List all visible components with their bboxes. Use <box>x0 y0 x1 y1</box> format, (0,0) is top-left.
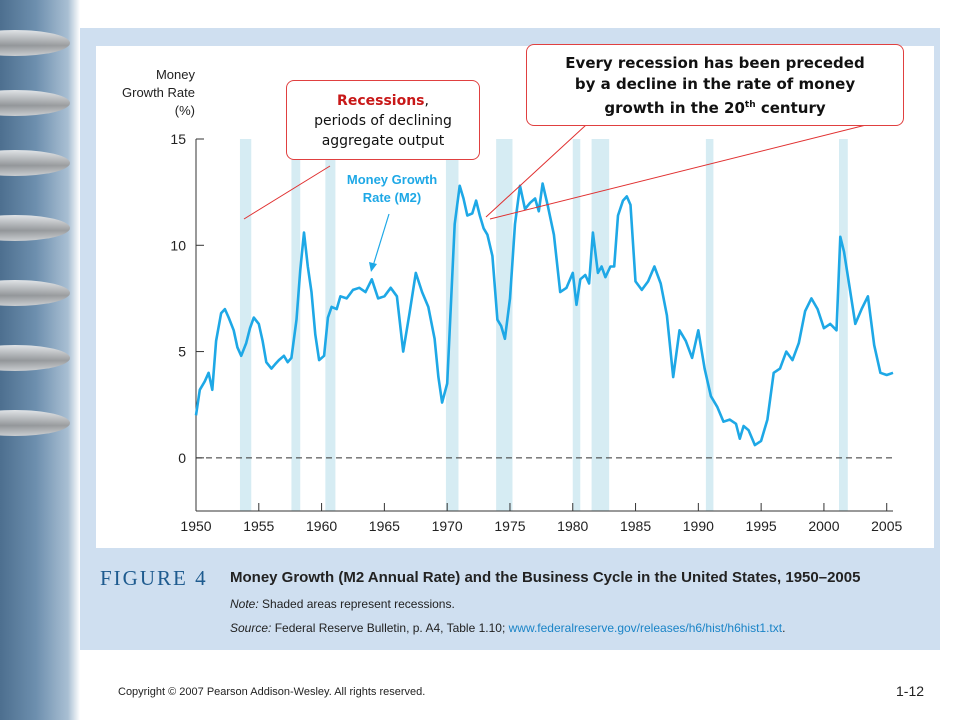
x-tick-label-2000: 2000 <box>808 518 839 534</box>
callout-line-right-2 <box>489 124 867 220</box>
series-layer <box>194 182 894 447</box>
figure-title: Money Growth (M2 Annual Rate) and the Bu… <box>230 569 861 586</box>
y-tick-label-15: 15 <box>170 131 186 147</box>
axis-labels: 0 5 10 15 1950 1955 1960 1965 1970 1975 1980 1985 19… <box>170 131 902 534</box>
callout-line-left <box>243 165 331 220</box>
source-end: . <box>782 621 786 635</box>
figure-source: Source: Federal Reserve Bulletin, p. A4,… <box>230 621 785 635</box>
series-label-line1: Money Growth <box>347 172 437 187</box>
y-tick-label-5: 5 <box>178 344 186 360</box>
slide-number: 1-12 <box>896 683 925 699</box>
recessions-def-line3: aggregate output <box>321 133 445 149</box>
recessions-term: Recessions <box>337 93 425 109</box>
recession-band-3 <box>325 139 336 511</box>
recession-band-5 <box>496 139 513 511</box>
annotation-right-line2: by a decline in the rate of money <box>574 75 856 93</box>
note-label: Note: <box>230 597 259 611</box>
recession-preceded-annotation: Every recession has been preceded by a d… <box>526 44 904 126</box>
figure-label: FIGURE 4 <box>100 566 208 590</box>
note-text: Shaded areas represent recessions. <box>258 597 455 611</box>
recession-band-4 <box>445 139 459 511</box>
recession-band-8 <box>705 139 714 511</box>
annotation-right-sup: th <box>744 100 756 110</box>
source-url-link[interactable]: www.federalreserve.gov/releases/h6/hist/… <box>508 621 783 635</box>
y-tick-label-10: 10 <box>170 237 186 253</box>
coin-stack-decoration <box>0 0 80 720</box>
copyright-text: Copyright © 2007 Pearson Addison-Wesley.… <box>118 686 426 698</box>
annotation-right-line3b: century <box>755 99 826 117</box>
y-axis-title-line2: Growth Rate <box>122 85 195 100</box>
figure-note: Note: Shaded areas represent recessions. <box>230 597 455 611</box>
recessions-def-line2: periods of declining <box>314 113 452 129</box>
y-axis-title: Money Growth Rate (%) <box>122 67 195 118</box>
x-tick-label-1985: 1985 <box>620 518 651 534</box>
x-tick-label-2005: 2005 <box>871 518 902 534</box>
callout-lines <box>243 124 867 272</box>
x-tick-label-1960: 1960 <box>306 518 337 534</box>
source-label: Source: <box>230 621 272 635</box>
series-label-line2: Rate (M2) <box>363 190 422 205</box>
series-label-arrowhead <box>369 262 377 272</box>
recessions-comma: , <box>424 93 429 109</box>
x-tick-label-1975: 1975 <box>494 518 525 534</box>
recession-band-9 <box>838 139 848 511</box>
recession-band-7 <box>591 139 610 511</box>
x-tick-label-1990: 1990 <box>683 518 714 534</box>
x-tick-label-1950: 1950 <box>180 518 211 534</box>
annotation-right-line1: Every recession has been preceded <box>565 54 865 72</box>
y-tick-label-0: 0 <box>178 450 186 466</box>
y-axis-title-line1: Money <box>156 67 196 82</box>
recession-bands <box>239 139 848 511</box>
x-tick-label-1955: 1955 <box>243 518 274 534</box>
annotation-right-line3a: growth in the 20 <box>604 99 745 117</box>
x-tick-label-1980: 1980 <box>557 518 588 534</box>
series-line-m2 <box>194 182 894 447</box>
y-axis-title-line3: (%) <box>175 103 195 118</box>
x-tick-label-1995: 1995 <box>746 518 777 534</box>
axes <box>195 138 893 512</box>
x-tick-label-1970: 1970 <box>432 518 463 534</box>
recession-band-1 <box>239 139 252 511</box>
source-text: Federal Reserve Bulletin, p. A4, Table 1… <box>271 621 509 635</box>
callout-line-right-1 <box>485 124 587 218</box>
x-tick-label-1965: 1965 <box>369 518 400 534</box>
plot-area <box>96 46 934 548</box>
series-label-arrow <box>372 213 390 267</box>
recession-band-6 <box>572 139 581 511</box>
series-name-label: Money Growth Rate (M2) <box>347 172 437 205</box>
recessions-annotation: Recessions, periods of declining aggrega… <box>286 80 480 160</box>
